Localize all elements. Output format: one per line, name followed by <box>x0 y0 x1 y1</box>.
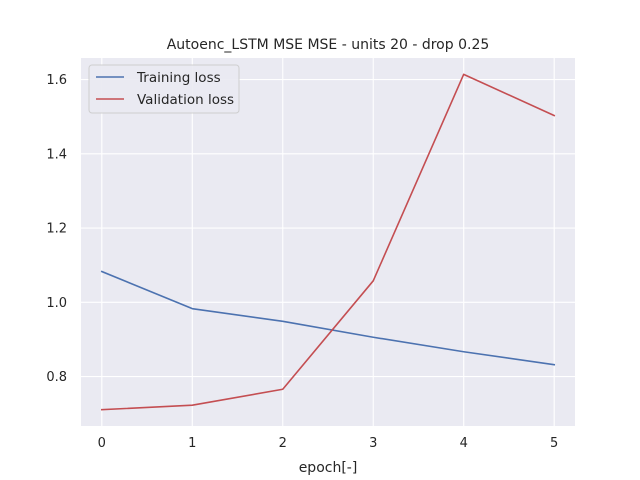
grid-lines <box>81 58 575 426</box>
training-loss-line <box>100 270 556 366</box>
x-tick-label: 3 <box>369 436 377 451</box>
validation-loss-line <box>100 73 556 411</box>
x-tick-label: 4 <box>460 436 468 451</box>
x-tick-label: 0 <box>98 436 106 451</box>
legend-label-training-loss: Training loss <box>136 70 221 86</box>
legend-box <box>88 64 240 114</box>
plot-background <box>81 58 575 426</box>
x-axis-ticks: 0 1 2 3 4 5 <box>98 436 559 451</box>
x-tick-label: 5 <box>550 436 558 451</box>
x-tick-label: 1 <box>188 436 196 451</box>
series-lines <box>100 73 556 411</box>
chart-title: Autoenc_LSTM MSE MSE - units 20 - drop 0… <box>167 37 490 53</box>
y-tick-label: 1.2 <box>46 222 67 237</box>
y-tick-label: 1.6 <box>46 73 67 88</box>
x-tick-label: 2 <box>279 436 287 451</box>
legend: Training loss Validation loss <box>88 64 240 114</box>
y-tick-label: 1.0 <box>46 296 67 311</box>
y-axis-ticks: 0.8 1.0 1.2 1.4 1.6 <box>46 73 67 385</box>
y-tick-label: 0.8 <box>46 370 67 385</box>
legend-label-validation-loss: Validation loss <box>137 92 234 108</box>
x-axis-label: epoch[-] <box>299 460 358 476</box>
y-tick-label: 1.4 <box>46 147 67 162</box>
